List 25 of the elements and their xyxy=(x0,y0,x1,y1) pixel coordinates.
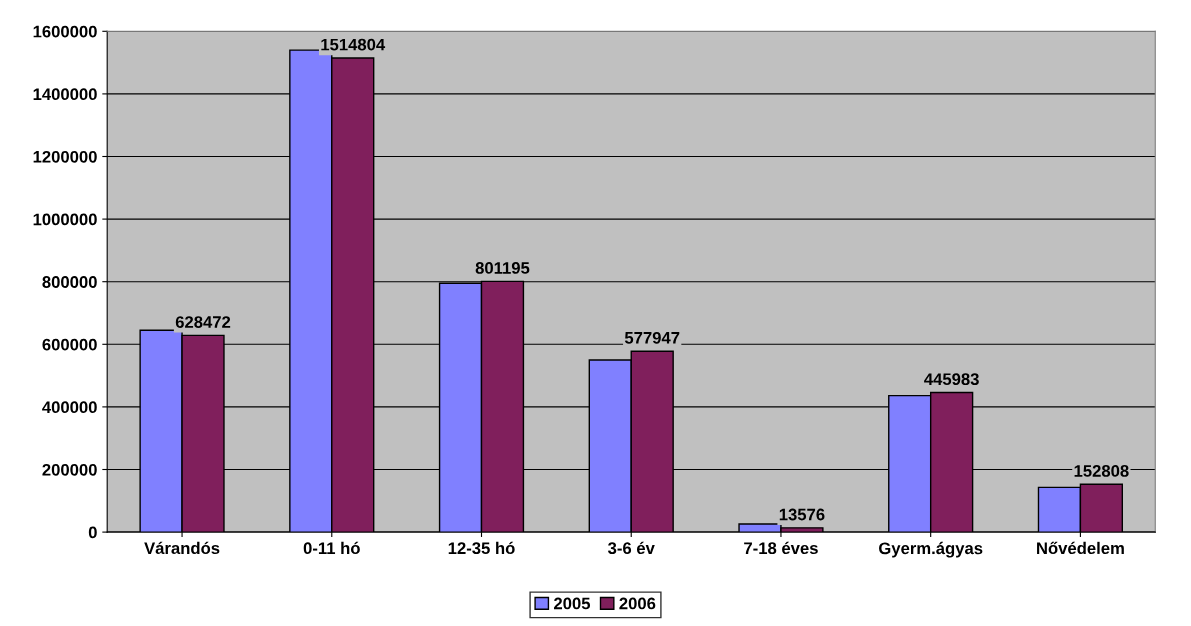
legend-label: 2005 xyxy=(554,597,591,610)
y-tick-label: 1400000 xyxy=(33,88,97,101)
x-tick-label: Gyerm.ágyas xyxy=(879,541,983,558)
data-label: 1514804 xyxy=(321,38,386,51)
data-label: 801195 xyxy=(475,262,530,274)
data-label: 577947 xyxy=(624,331,680,344)
x-tick-label: 12-35 hó xyxy=(448,541,515,555)
legend-label: 2006 xyxy=(619,597,656,610)
y-tick-label: 1200000 xyxy=(33,150,97,163)
x-tick-label: 7-18 éves xyxy=(744,541,818,555)
x-tick-label: 0-11 hó xyxy=(303,541,360,555)
data-label: 152808 xyxy=(1074,465,1129,477)
y-tick-label: 200000 xyxy=(42,463,97,476)
y-tick-label: 400000 xyxy=(42,401,97,414)
x-tick-label: Várandós xyxy=(144,541,220,555)
data-label: 628472 xyxy=(175,316,231,328)
data-label: 13576 xyxy=(779,508,825,521)
y-tick-label: 1600000 xyxy=(33,25,97,38)
y-tick-label: 800000 xyxy=(42,276,97,288)
y-tick-label: 600000 xyxy=(42,338,97,351)
y-tick-label: 0 xyxy=(88,526,97,539)
x-tick-label: Nővédelem xyxy=(1037,541,1124,555)
x-tick-label: 3-6 év xyxy=(607,541,655,555)
y-tick-label: 1000000 xyxy=(33,213,97,226)
data-label: 445983 xyxy=(924,373,979,386)
